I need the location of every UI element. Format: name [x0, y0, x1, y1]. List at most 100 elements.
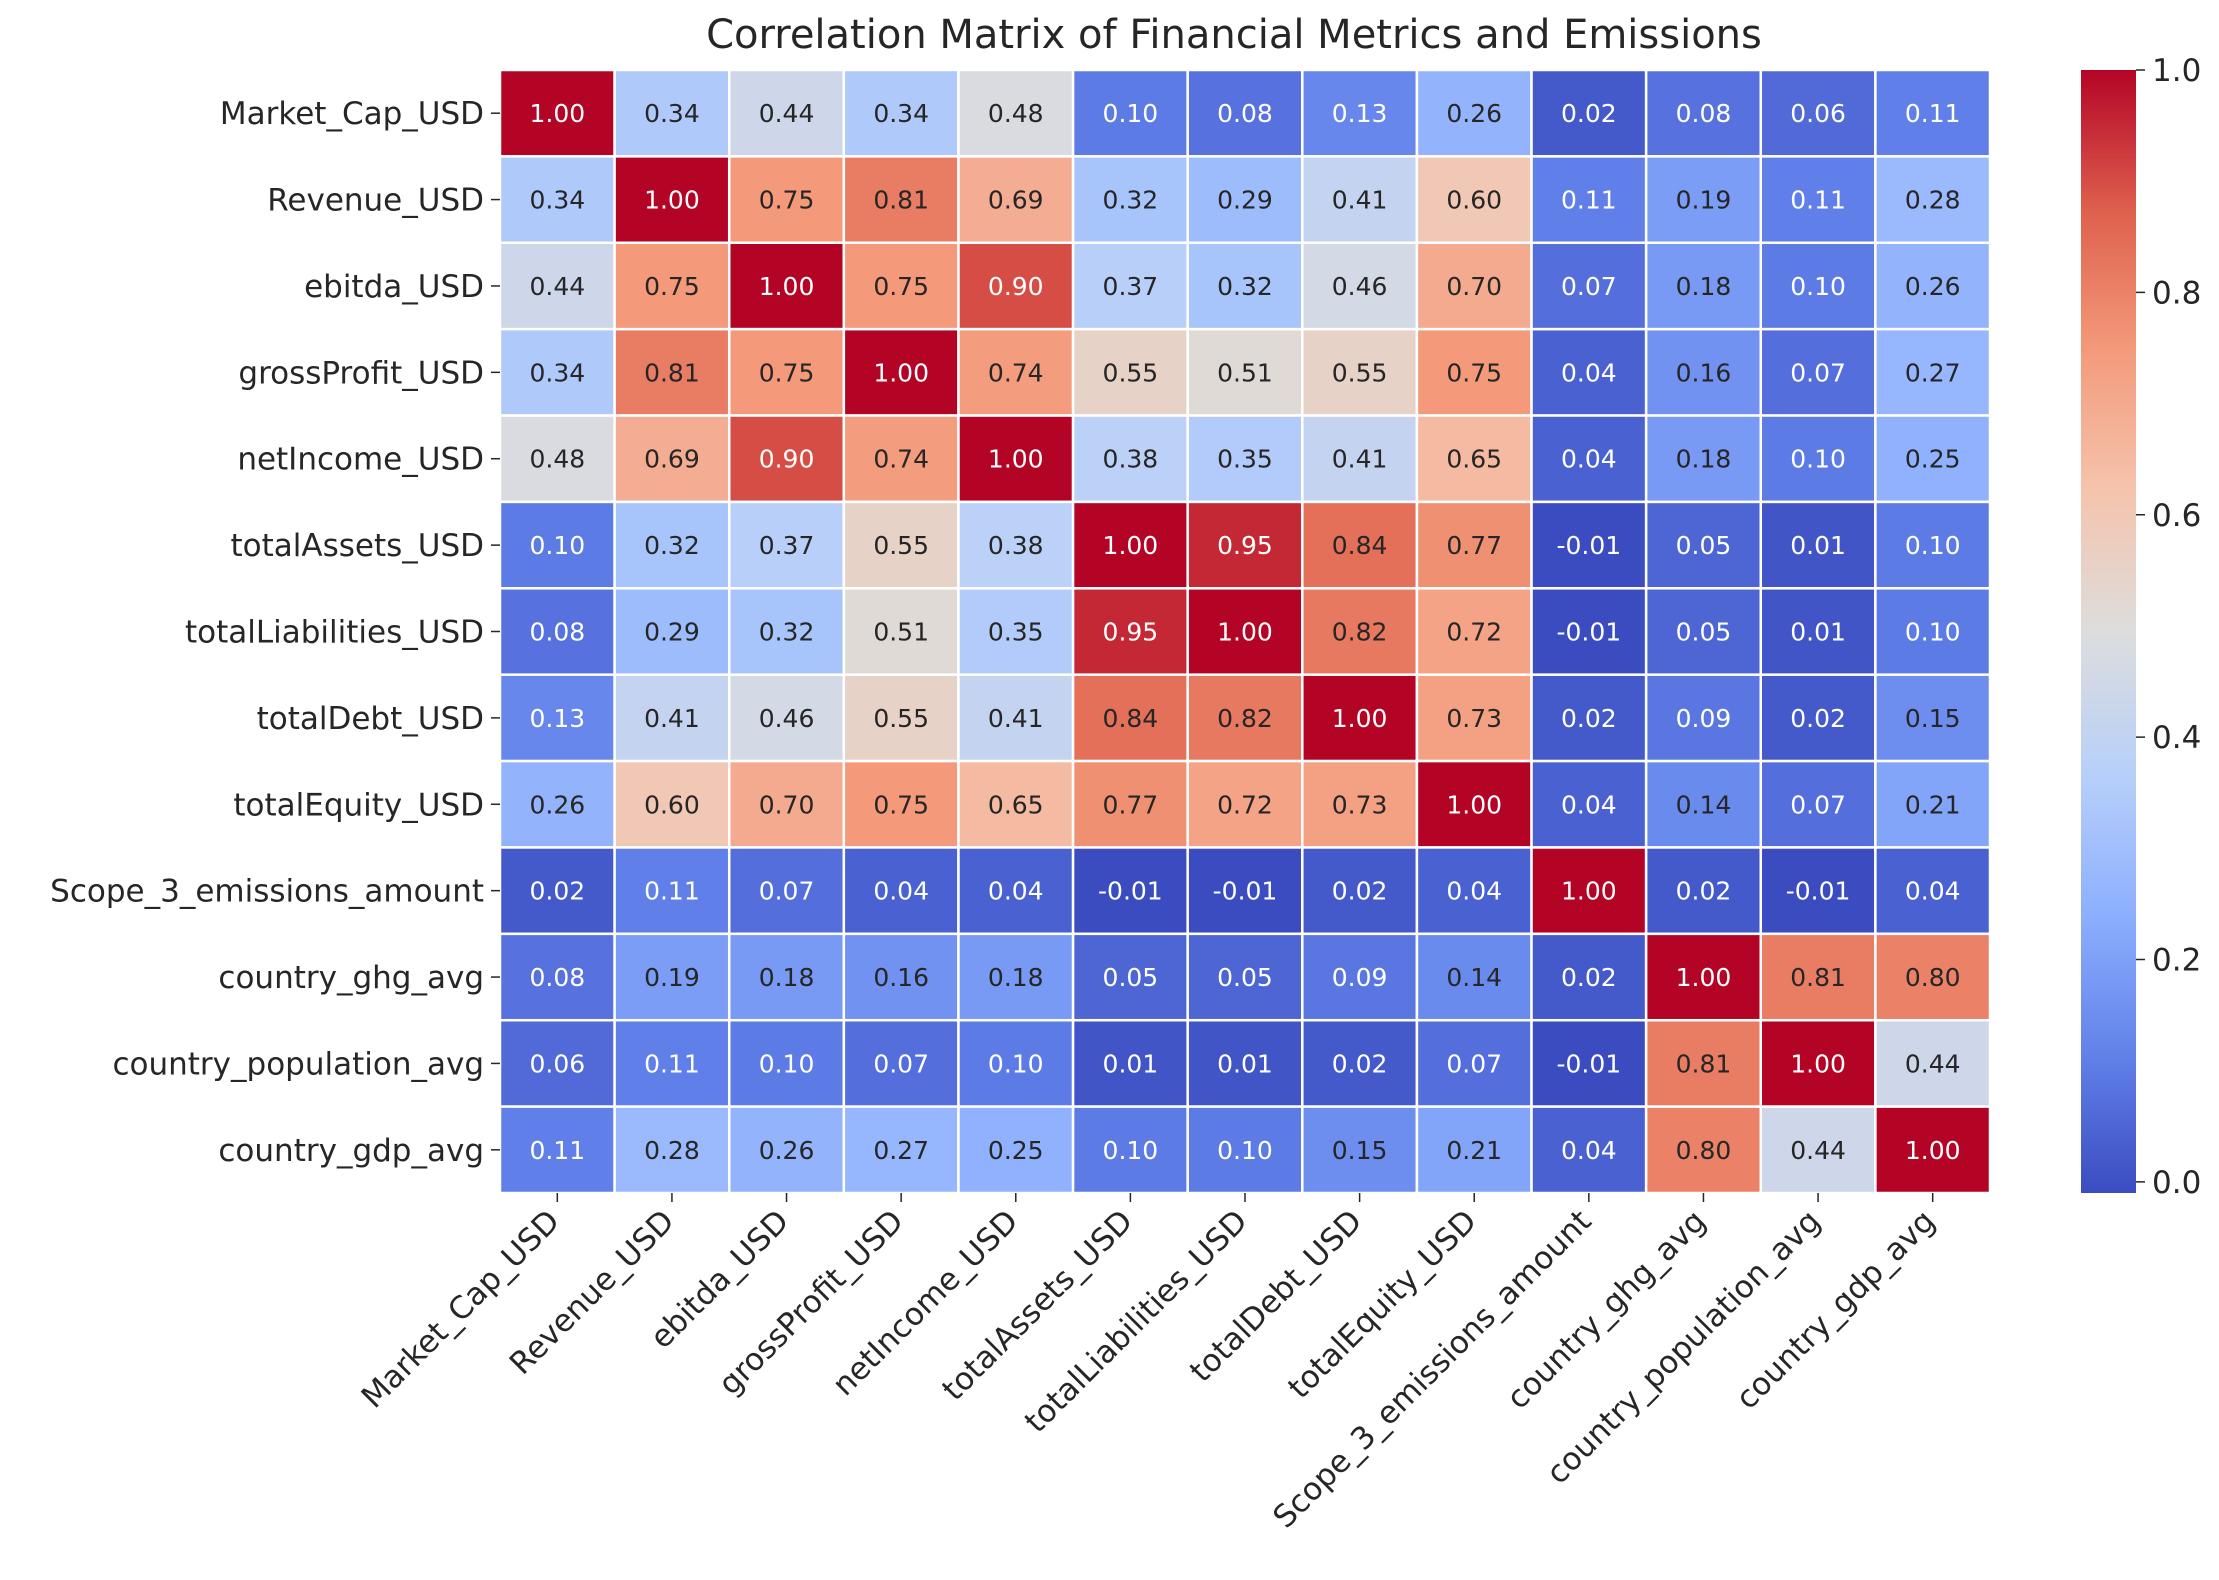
cell-value-label: 0.34 — [529, 358, 585, 387]
heatmap-cell — [1415, 414, 1533, 504]
cell-value-label: 0.07 — [1561, 272, 1617, 301]
heatmap-cell — [498, 587, 616, 676]
cell-value-label: 0.90 — [759, 445, 815, 474]
cell-value-label: 0.55 — [873, 704, 929, 733]
heatmap-cell — [957, 1105, 1075, 1195]
heatmap-cell — [1644, 759, 1763, 849]
cell-value-label: 0.77 — [1103, 790, 1159, 819]
heatmap-cell — [1644, 241, 1763, 331]
heatmap-cell — [1759, 500, 1877, 590]
cell-value-label: 0.32 — [644, 531, 700, 560]
cell-value-label: 1.00 — [529, 99, 585, 128]
row-label: Revenue_USD — [267, 183, 484, 219]
cell-value-label: 0.32 — [759, 618, 815, 647]
cell-value-label: 0.35 — [988, 618, 1044, 647]
cell-value-label: 0.34 — [873, 99, 929, 128]
heatmap-cell — [1759, 1105, 1877, 1195]
cell-value-label: 0.75 — [759, 358, 815, 387]
cell-value-label: 0.05 — [1676, 531, 1732, 560]
heatmap-cell — [957, 500, 1075, 590]
heatmap-cell — [613, 241, 731, 331]
row-label: totalAssets_USD — [230, 528, 484, 564]
heatmap-cell — [1071, 68, 1189, 158]
heatmap-cell — [1186, 1018, 1304, 1108]
heatmap-cell — [1071, 846, 1189, 936]
cell-value-label: 0.70 — [1446, 272, 1502, 301]
heatmap-cell — [1874, 327, 1992, 417]
heatmap-cell — [842, 673, 960, 763]
heatmap-cell — [498, 759, 616, 849]
cell-value-label: 0.10 — [1790, 272, 1846, 301]
cell-value-label: 0.01 — [1790, 531, 1846, 560]
cell-value-label: 0.32 — [1103, 186, 1159, 215]
cell-value-label: 0.73 — [1332, 790, 1388, 819]
cell-value-label: 0.41 — [644, 704, 700, 733]
heatmap-cell — [1874, 1105, 1992, 1195]
heatmap-cell — [1759, 759, 1877, 849]
cell-value-label: 0.46 — [1332, 272, 1388, 301]
cell-value-label: 0.10 — [1790, 445, 1846, 474]
cell-value-label: 0.74 — [873, 445, 929, 474]
row-label: Market_Cap_USD — [220, 96, 484, 132]
heatmap-cell — [957, 155, 1075, 245]
cell-value-label: 0.26 — [1446, 99, 1502, 128]
cell-value-label: 0.75 — [759, 186, 815, 215]
heatmap-cell — [1186, 587, 1304, 676]
heatmap-cell — [613, 846, 731, 936]
heatmap-cell — [1530, 846, 1648, 936]
cell-value-label: 0.14 — [1446, 963, 1502, 992]
cell-value-label: 0.51 — [1217, 358, 1273, 387]
heatmap-cell — [957, 673, 1075, 763]
cell-value-label: 0.18 — [1676, 445, 1732, 474]
heatmap-cell — [1301, 673, 1419, 763]
cell-value-label: 1.00 — [759, 272, 815, 301]
cell-value-label: 1.00 — [988, 445, 1044, 474]
cell-value-label: -0.01 — [1213, 877, 1278, 906]
cell-value-label: 0.55 — [1103, 358, 1159, 387]
cell-value-label: 0.35 — [1217, 445, 1273, 474]
heatmap-cell — [1759, 673, 1877, 763]
cell-value-label: 0.81 — [873, 186, 929, 215]
cell-value-label: 0.26 — [1905, 272, 1961, 301]
row-label: country_ghg_avg — [218, 960, 484, 996]
row-label: country_gdp_avg — [218, 1133, 484, 1169]
cell-value-label: 0.38 — [988, 531, 1044, 560]
cell-value-label: 0.81 — [1676, 1049, 1732, 1078]
cell-value-label: 0.08 — [1217, 99, 1273, 128]
heatmap-cell — [498, 932, 616, 1022]
cell-value-label: 0.77 — [1446, 531, 1502, 560]
heatmap-cell — [1186, 414, 1304, 504]
heatmap-cell — [1530, 155, 1648, 245]
cell-value-label: 0.19 — [644, 963, 700, 992]
cell-value-label: 0.09 — [1676, 704, 1732, 733]
cell-value-label: 0.46 — [759, 704, 815, 733]
row-tick-labels: Market_Cap_USD Revenue_USD ebitda_USDgross… — [50, 96, 500, 1169]
cell-value-label: 0.16 — [873, 963, 929, 992]
cell-value-label: 0.41 — [1332, 445, 1388, 474]
heatmap-cell — [1874, 1018, 1992, 1108]
cell-value-label: 0.44 — [1905, 1049, 1961, 1078]
cell-value-label: 0.06 — [529, 1049, 585, 1078]
cell-value-label: 0.44 — [1790, 1136, 1846, 1165]
heatmap-cell — [1186, 500, 1304, 590]
row-label: totalEquity_USD — [233, 787, 484, 823]
heatmap-cell — [1071, 1105, 1189, 1195]
cell-value-label: 0.11 — [1561, 186, 1617, 215]
cell-value-label: 0.28 — [1905, 186, 1961, 215]
cell-value-label: 0.60 — [1446, 186, 1502, 215]
cell-value-label: 1.00 — [1217, 618, 1273, 647]
colorbar-tick-label: 0.8 — [2152, 275, 2201, 311]
cell-value-label: 0.02 — [1561, 704, 1617, 733]
cell-value-label: 0.65 — [1446, 445, 1502, 474]
heatmap-cell — [1530, 327, 1648, 417]
heatmap-cell — [498, 155, 616, 245]
heatmap-cell — [1186, 846, 1304, 936]
cell-value-label: 0.04 — [873, 877, 929, 906]
cell-value-label: 0.02 — [1790, 704, 1846, 733]
cell-value-label: 1.00 — [1676, 963, 1732, 992]
cell-value-label: 1.00 — [1790, 1049, 1846, 1078]
heatmap-cell — [1415, 932, 1533, 1022]
cell-value-label: 0.09 — [1332, 963, 1388, 992]
column-tick-labels: Market_Cap_USDRevenue_USDebitda_USDgross… — [355, 1193, 1942, 1535]
